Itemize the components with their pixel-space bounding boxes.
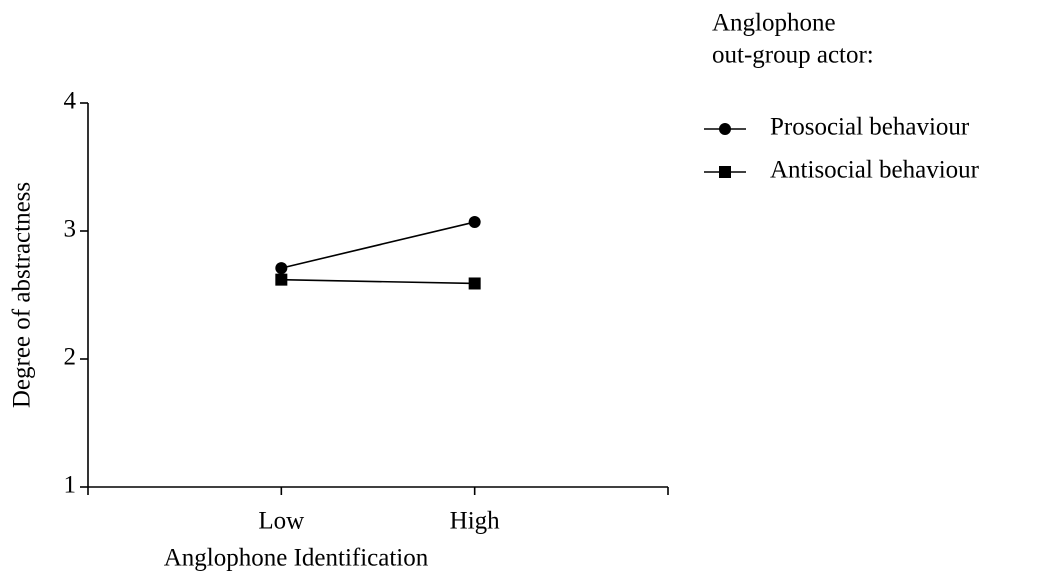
legend-title: out-group actor: [712, 42, 874, 69]
legend-marker [719, 123, 731, 135]
y-tick-label: 3 [64, 216, 77, 243]
data-point [275, 273, 288, 286]
x-tick-label: High [450, 508, 501, 535]
legend-marker [719, 166, 731, 178]
series-line [281, 221, 475, 269]
y-tick-label: 4 [64, 88, 77, 115]
series-line [281, 278, 475, 285]
data-point [468, 277, 481, 290]
data-point [468, 216, 481, 229]
x-axis-label: Anglophone Identification [164, 545, 429, 572]
legend-title: Anglophone [712, 10, 836, 37]
legend-label: Antisocial behaviour [770, 157, 980, 184]
y-tick-label: 2 [64, 344, 77, 371]
y-axis-label: Degree of abstractness [9, 182, 36, 408]
x-tick-label: Low [258, 508, 304, 535]
data-point [275, 262, 288, 275]
y-tick-label: 1 [64, 472, 77, 499]
legend-label: Prosocial behaviour [770, 114, 970, 141]
